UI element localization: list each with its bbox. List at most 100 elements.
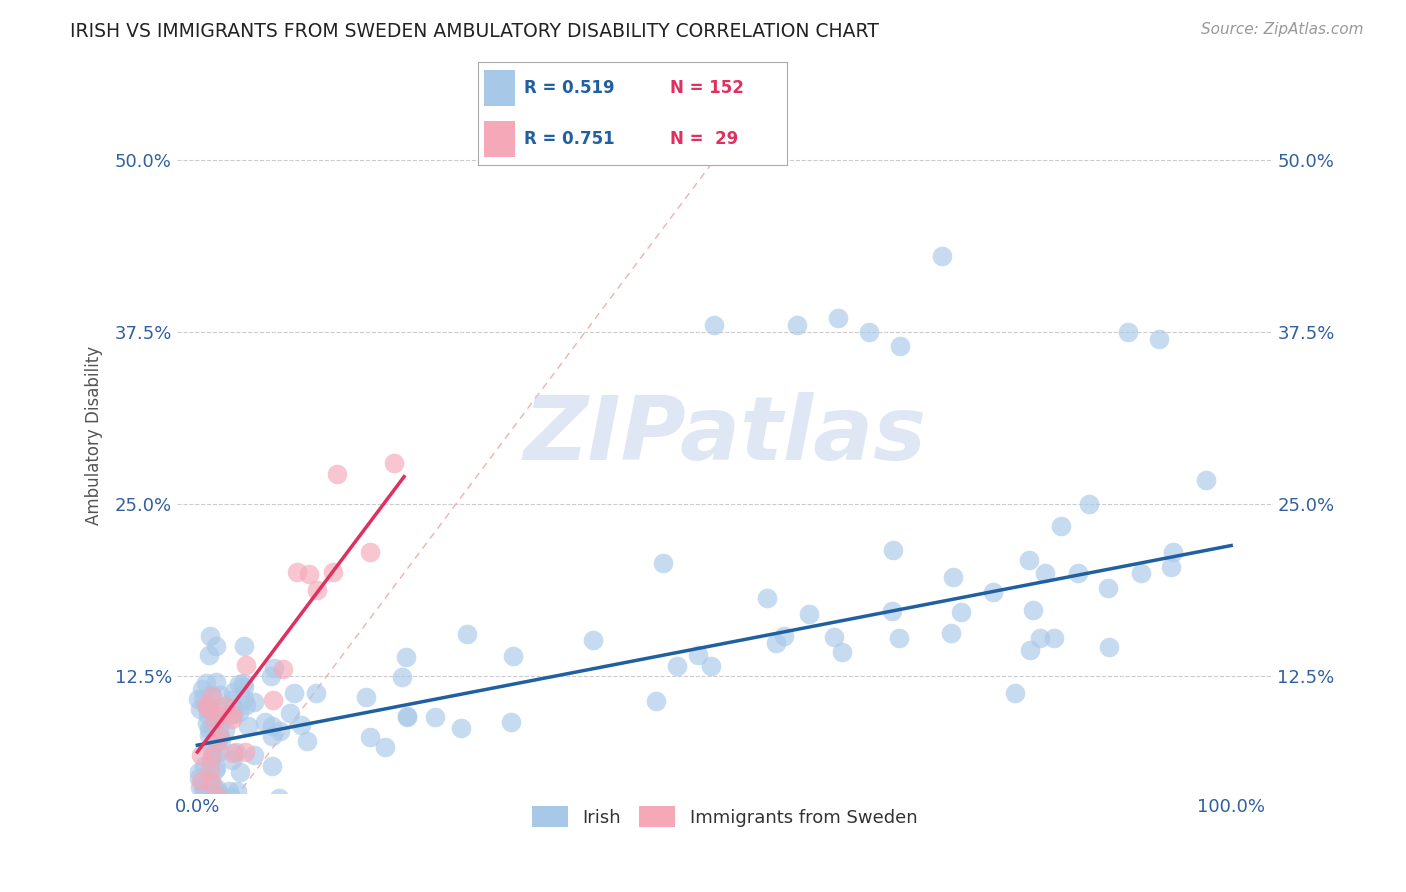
Point xyxy=(950,605,973,619)
Point xyxy=(889,339,911,353)
Point xyxy=(267,791,290,805)
Point xyxy=(202,800,225,814)
Point xyxy=(190,800,212,814)
Text: N = 152: N = 152 xyxy=(669,79,744,97)
Point xyxy=(194,782,217,797)
Point xyxy=(221,753,243,767)
Text: Source: ZipAtlas.com: Source: ZipAtlas.com xyxy=(1201,22,1364,37)
Point xyxy=(1066,566,1088,580)
Point xyxy=(1097,581,1119,595)
Point xyxy=(200,775,222,789)
Point xyxy=(188,780,211,795)
Point xyxy=(228,677,250,691)
Point xyxy=(188,796,211,810)
Point xyxy=(502,649,524,664)
Point xyxy=(209,730,232,744)
Point xyxy=(283,686,305,700)
Point xyxy=(207,800,229,814)
Point xyxy=(190,773,212,788)
Point xyxy=(756,591,779,605)
Point xyxy=(187,800,209,814)
Text: N =  29: N = 29 xyxy=(669,130,738,148)
Point xyxy=(229,764,252,779)
Point xyxy=(233,640,256,654)
Point xyxy=(197,707,219,722)
Point xyxy=(703,318,725,333)
Point xyxy=(202,714,225,729)
Point xyxy=(207,800,229,814)
Point xyxy=(228,705,250,719)
Point xyxy=(191,800,214,814)
Point xyxy=(233,692,256,706)
Point xyxy=(773,629,796,643)
Point xyxy=(218,784,240,798)
Point xyxy=(197,722,219,736)
Point xyxy=(187,800,209,814)
Point xyxy=(882,543,904,558)
Point xyxy=(354,690,377,704)
Point xyxy=(191,692,214,706)
Point xyxy=(222,746,245,760)
Point xyxy=(232,676,254,690)
Point xyxy=(190,747,212,762)
Point xyxy=(208,745,231,759)
Point xyxy=(391,669,413,683)
Point xyxy=(205,639,228,653)
Point xyxy=(1078,497,1101,511)
Point xyxy=(212,800,235,814)
Point xyxy=(214,723,236,737)
Point xyxy=(1029,632,1052,646)
Point xyxy=(225,745,247,759)
Point xyxy=(260,718,283,732)
Point xyxy=(235,698,257,712)
Point xyxy=(858,325,880,339)
Point xyxy=(665,659,688,673)
Point xyxy=(195,716,218,731)
Point xyxy=(786,318,808,333)
Point xyxy=(887,631,910,645)
Point xyxy=(245,800,267,814)
Point xyxy=(200,629,222,643)
Point xyxy=(209,733,232,747)
Point xyxy=(1004,686,1026,700)
Point xyxy=(205,761,228,775)
Point xyxy=(283,798,305,813)
Point xyxy=(235,657,257,672)
Point xyxy=(688,648,710,662)
Point xyxy=(931,249,953,263)
Point xyxy=(198,763,221,777)
Point xyxy=(232,680,254,694)
Point xyxy=(253,714,276,729)
Point xyxy=(205,789,228,803)
Point xyxy=(582,633,605,648)
Point xyxy=(1195,473,1218,487)
Point xyxy=(201,741,224,756)
Point xyxy=(208,721,231,735)
Point xyxy=(262,693,284,707)
Point xyxy=(1035,566,1057,580)
Point xyxy=(456,626,478,640)
Point xyxy=(359,545,381,559)
Point xyxy=(194,698,217,712)
Legend: Irish, Immigrants from Sweden: Irish, Immigrants from Sweden xyxy=(524,799,925,834)
Point xyxy=(201,748,224,763)
Y-axis label: Ambulatory Disability: Ambulatory Disability xyxy=(86,346,103,525)
Point xyxy=(202,733,225,747)
FancyBboxPatch shape xyxy=(484,70,515,106)
Point xyxy=(382,456,405,470)
Point xyxy=(395,709,418,723)
Point xyxy=(193,782,215,797)
Point xyxy=(278,706,301,720)
Point xyxy=(209,800,232,814)
Point xyxy=(939,626,962,640)
Point xyxy=(188,701,211,715)
Point xyxy=(205,800,228,814)
Point xyxy=(235,800,257,814)
Point xyxy=(799,607,821,622)
Point xyxy=(1042,632,1064,646)
Point xyxy=(202,715,225,730)
Point xyxy=(243,747,266,762)
Point xyxy=(1130,566,1153,580)
Point xyxy=(209,688,232,702)
Point xyxy=(307,582,329,597)
